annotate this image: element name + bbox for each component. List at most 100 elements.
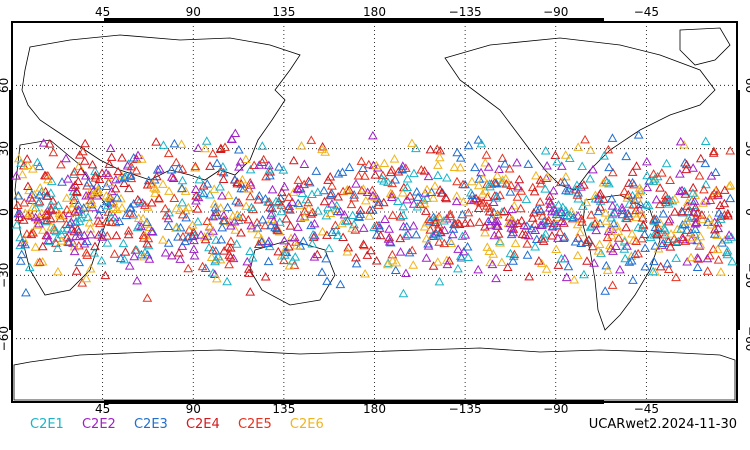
observation-triangle-marker — [173, 163, 184, 173]
observation-triangle-marker — [585, 174, 596, 183]
africa-outline — [14, 139, 111, 296]
observation-triangle-marker — [447, 229, 458, 239]
observation-triangle-marker — [175, 254, 186, 263]
observation-triangle-marker — [167, 172, 177, 181]
observation-triangle-marker — [480, 222, 490, 231]
observation-triangle-marker — [22, 229, 32, 238]
observation-triangle-marker — [424, 214, 435, 223]
observation-triangle-marker — [709, 188, 719, 198]
observation-triangle-marker — [195, 188, 206, 197]
observation-triangle-marker — [247, 252, 258, 262]
observation-triangle-marker — [428, 229, 438, 239]
observation-triangle-marker — [607, 209, 618, 219]
left-edge-bar — [9, 90, 12, 330]
observation-triangle-marker — [433, 230, 444, 240]
lon-tick-top: 135 — [272, 5, 295, 19]
observation-triangle-marker — [288, 155, 299, 165]
observation-triangle-marker — [74, 161, 84, 170]
observation-triangle-marker — [160, 203, 171, 213]
observation-triangle-marker — [211, 273, 222, 283]
observation-triangle-marker — [286, 233, 296, 242]
observation-triangle-marker — [681, 164, 692, 174]
observation-triangle-marker — [15, 208, 25, 218]
observation-triangle-marker — [408, 260, 419, 269]
observation-triangle-marker — [169, 138, 180, 148]
observation-triangle-marker — [358, 184, 369, 193]
observation-triangle-marker — [516, 215, 527, 225]
observation-triangle-marker — [607, 167, 618, 177]
observation-triangle-marker — [573, 188, 584, 197]
observation-triangle-marker — [151, 137, 161, 146]
observation-triangle-marker — [360, 195, 371, 205]
observation-triangle-marker — [21, 287, 31, 297]
observation-triangle-marker — [561, 272, 572, 282]
observation-triangle-marker — [510, 238, 521, 248]
observation-triangle-marker — [258, 154, 269, 164]
observation-triangle-marker — [458, 196, 469, 206]
observation-triangle-marker — [128, 210, 139, 219]
observation-triangle-marker — [432, 160, 443, 169]
observation-triangle-marker — [193, 143, 204, 152]
observation-triangle-marker — [248, 204, 259, 214]
observation-triangle-marker — [359, 171, 370, 180]
observation-triangle-marker — [467, 176, 477, 186]
observation-triangle-marker — [371, 160, 382, 170]
observation-triangle-marker — [283, 204, 294, 213]
observation-triangle-marker — [411, 229, 422, 239]
lon-tick-bottom: −45 — [634, 402, 659, 416]
lat-tick-right: −30 — [743, 263, 750, 288]
observation-triangle-marker — [196, 230, 206, 239]
observation-triangle-marker — [393, 196, 403, 206]
observation-triangle-marker — [321, 210, 332, 220]
observation-triangle-marker — [407, 245, 418, 255]
observation-triangle-marker — [246, 220, 257, 230]
observation-triangle-marker — [89, 188, 99, 198]
observation-triangle-marker — [123, 229, 134, 239]
lat-tick-right: 0 — [743, 208, 750, 216]
observation-triangle-marker — [55, 210, 66, 220]
observation-triangle-marker — [421, 206, 431, 215]
observation-triangle-marker — [446, 238, 457, 247]
observation-triangle-marker — [573, 210, 583, 220]
observation-triangle-marker — [577, 161, 588, 170]
observation-triangle-marker — [374, 220, 384, 230]
observation-triangle-marker — [539, 233, 550, 242]
observation-triangle-marker — [299, 179, 310, 189]
observation-triangle-marker — [675, 186, 685, 195]
observation-triangle-marker — [92, 191, 102, 200]
observation-triangle-marker — [267, 203, 277, 212]
lon-tick-top: −45 — [634, 5, 659, 19]
observation-triangle-marker — [233, 215, 244, 225]
observation-triangle-marker — [671, 253, 682, 262]
observation-triangle-marker — [42, 215, 53, 225]
observation-triangle-marker — [688, 188, 698, 197]
observation-triangle-marker — [212, 158, 222, 167]
observation-triangle-marker — [619, 235, 630, 245]
observation-triangle-marker — [397, 161, 408, 170]
observation-triangle-marker — [270, 222, 280, 232]
observation-triangle-marker — [200, 143, 210, 153]
observation-triangle-marker — [619, 244, 630, 253]
observation-triangle-marker — [119, 254, 130, 264]
observation-triangle-marker — [651, 194, 662, 204]
observation-triangle-marker — [681, 159, 692, 169]
observation-triangle-marker — [712, 230, 722, 240]
observation-triangle-marker — [38, 225, 48, 234]
observation-triangle-marker — [299, 159, 310, 168]
observation-triangle-marker — [435, 185, 445, 194]
observation-triangle-marker — [675, 136, 686, 146]
observation-triangle-marker — [112, 192, 122, 202]
observation-triangle-marker — [56, 159, 66, 169]
observation-triangle-marker — [273, 246, 284, 256]
observation-triangle-marker — [368, 130, 378, 140]
lon-tick-bottom: 135 — [272, 402, 295, 416]
legend: C2E1 C2E2 C2E3 C2E4 C2E5 C2E6 — [30, 417, 338, 432]
observation-triangle-marker — [613, 233, 624, 242]
observation-triangle-marker — [132, 222, 143, 232]
observation-triangle-marker — [636, 209, 647, 218]
observation-triangle-marker — [133, 150, 143, 160]
observation-triangle-marker — [613, 226, 624, 236]
observation-triangle-marker — [628, 235, 639, 245]
observation-triangle-marker — [658, 209, 669, 218]
observation-triangle-marker — [639, 229, 650, 238]
